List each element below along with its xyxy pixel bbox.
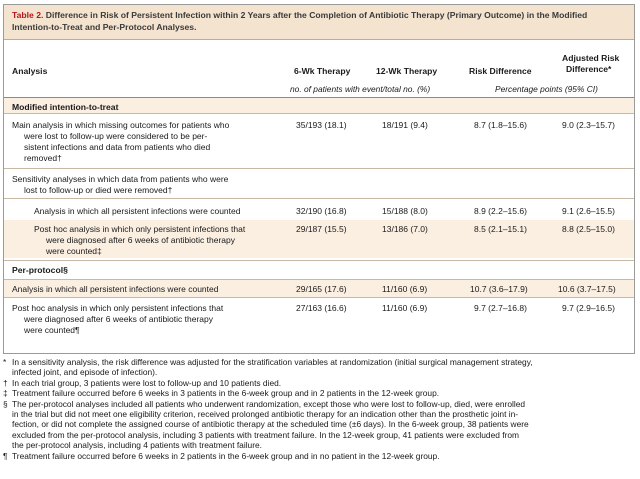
row-main-analysis-label: Main analysis in which missing outcomes … — [12, 120, 230, 163]
cell-adjusted: 9.0 (2.3–15.7) — [562, 120, 615, 130]
cell-risk-difference: 8.5 (2.1–15.1) — [474, 224, 527, 234]
row-divider — [4, 260, 634, 261]
row-pp-posthoc-label: Post hoc analysis in which only persiste… — [12, 303, 224, 335]
row-band — [4, 220, 634, 258]
table-title-line1: Difference in Risk of Persistent Infecti… — [45, 10, 588, 20]
column-header-analysis: Analysis — [12, 66, 48, 76]
cell-risk-difference: 10.7 (3.6–17.9) — [470, 284, 528, 294]
row-sensitivity-label: Sensitivity analyses in which data from … — [12, 174, 229, 195]
cell-6wk: 27/163 (16.6) — [296, 303, 347, 313]
section-title-per-protocol: Per-protocol§ — [12, 265, 68, 275]
cell-12wk: 11/160 (6.9) — [382, 284, 428, 294]
cell-risk-difference: 8.7 (1.8–15.6) — [474, 120, 527, 130]
row-pp-all-label: Analysis in which all persistent infecti… — [12, 284, 219, 294]
header-divider — [4, 97, 634, 98]
section-title-mitt: Modified intention-to-treat — [12, 102, 119, 112]
table-caption-bar — [4, 5, 634, 40]
row-divider — [4, 168, 634, 169]
row-divider — [4, 297, 634, 298]
footnote-asterisk: * In a sensitivity analysis, the risk di… — [3, 357, 533, 378]
cell-12wk: 15/188 (8.0) — [382, 206, 428, 216]
units-right: Percentage points (95% CI) — [495, 84, 598, 94]
cell-12wk: 18/191 (9.4) — [382, 120, 428, 130]
results-table: Table 2. Difference in Risk of Persisten… — [3, 4, 635, 354]
table-label: Table 2. — [12, 10, 44, 20]
cell-12wk: 13/186 (7.0) — [382, 224, 428, 234]
footnote-section: § The per-protocol analyses included all… — [3, 398, 529, 451]
cell-6wk: 29/187 (15.5) — [296, 224, 347, 234]
cell-6wk: 29/165 (17.6) — [296, 284, 347, 294]
column-header-risk-difference: Risk Difference — [469, 66, 532, 76]
footnote-double-dagger: ‡ Treatment failure occurred before 6 we… — [3, 388, 440, 399]
cell-adjusted: 10.6 (3.7–17.5) — [558, 284, 616, 294]
cell-risk-difference: 8.9 (2.2–15.6) — [474, 206, 527, 216]
footnote-pilcrow: ¶ Treatment failure occurred before 6 we… — [3, 450, 440, 461]
row-band — [4, 280, 634, 297]
cell-12wk: 11/160 (6.9) — [382, 303, 428, 313]
cell-6wk: 35/193 (18.1) — [296, 120, 347, 130]
cell-adjusted: 9.1 (2.6–15.5) — [562, 206, 615, 216]
column-header-adjusted-line1: Adjusted Risk — [562, 53, 620, 63]
cell-adjusted: 9.7 (2.9–16.5) — [562, 303, 615, 313]
table-title-line2: Intention-to-Treat and Per-Protocol Anal… — [12, 22, 197, 32]
column-header-adjusted-line2: Difference* — [566, 64, 612, 74]
table-caption: Table 2. Difference in Risk of Persisten… — [12, 9, 624, 33]
section-band-mitt — [4, 98, 634, 113]
column-header-12wk: 12-Wk Therapy — [376, 66, 438, 76]
footnote-dagger: † In each trial group, 3 patients were l… — [3, 377, 282, 388]
cell-risk-difference: 9.7 (2.7–16.8) — [474, 303, 527, 313]
footnotes: * In a sensitivity analysis, the risk di… — [3, 357, 635, 461]
row-divider — [4, 198, 634, 199]
column-header-6wk: 6-Wk Therapy — [294, 66, 351, 76]
row-divider — [4, 279, 634, 280]
row-divider — [4, 113, 634, 114]
units-left: no. of patients with event/total no. (%) — [290, 84, 431, 94]
row-sensitivity-posthoc-label: Post hoc analysis in which only persiste… — [34, 224, 246, 256]
row-sensitivity-all-label: Analysis in which all persistent infecti… — [34, 206, 241, 216]
cell-adjusted: 8.8 (2.5–15.0) — [562, 224, 615, 234]
cell-6wk: 32/190 (16.8) — [296, 206, 347, 216]
